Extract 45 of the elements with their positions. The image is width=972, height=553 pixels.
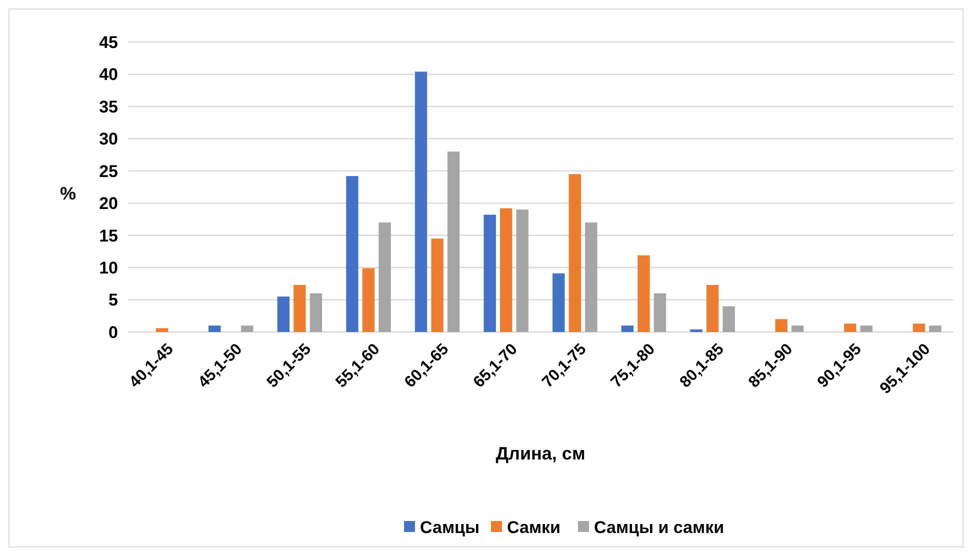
x-axis-title: Длина, см — [496, 443, 586, 464]
bar — [414, 72, 428, 332]
y-tick-label: 40 — [99, 65, 118, 84]
bar — [654, 293, 666, 332]
bar — [277, 296, 290, 332]
legend-label: Самцы и самки — [594, 518, 724, 537]
bar — [346, 176, 358, 332]
bar — [568, 174, 582, 332]
bar — [241, 326, 254, 332]
y-tick-label: 5 — [108, 290, 118, 310]
y-tick-label: 30 — [99, 130, 118, 149]
bar — [585, 222, 598, 332]
bar — [638, 255, 650, 332]
bar — [484, 214, 496, 332]
y-axis-title: % — [60, 183, 76, 204]
bar — [362, 268, 375, 332]
bar — [775, 319, 788, 332]
bar — [791, 326, 804, 332]
y-tick-label: 10 — [99, 258, 118, 278]
y-tick-label: 0 — [108, 322, 118, 342]
bar — [844, 324, 856, 332]
legend-label: Самки — [507, 518, 560, 537]
y-tick-label: 35 — [99, 97, 118, 116]
bar — [516, 210, 528, 332]
y-tick-label: 25 — [99, 162, 118, 181]
bar — [156, 328, 168, 332]
bar — [860, 326, 872, 332]
bar — [447, 152, 460, 332]
bar — [722, 306, 735, 332]
bar — [912, 324, 926, 332]
y-tick-label: 45 — [99, 32, 118, 52]
bar — [431, 238, 444, 332]
bar — [500, 208, 512, 332]
bar — [552, 273, 565, 332]
bar — [706, 284, 719, 332]
legend-label: Самцы — [420, 518, 480, 537]
bar — [208, 326, 221, 332]
bar — [378, 222, 391, 332]
bar — [294, 284, 306, 332]
bar — [690, 329, 702, 332]
bar — [621, 326, 634, 332]
y-tick-label: 20 — [99, 194, 118, 214]
bar — [929, 326, 942, 332]
bar — [310, 293, 322, 332]
y-tick-label: 15 — [99, 226, 118, 246]
